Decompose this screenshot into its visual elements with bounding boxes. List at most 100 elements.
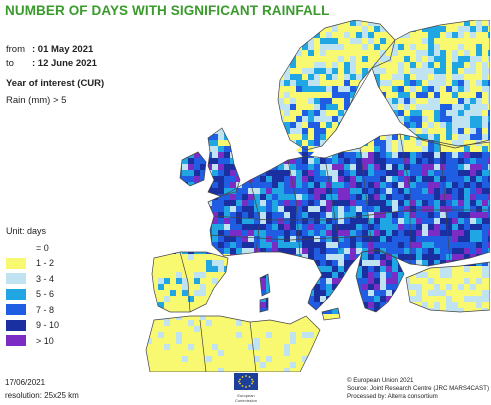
raster-cell (452, 146, 459, 153)
raster-cell (434, 284, 441, 291)
raster-cell (260, 362, 267, 369)
raster-cell (404, 194, 411, 201)
raster-cell (458, 32, 465, 39)
raster-cell (362, 50, 369, 57)
raster-cell (428, 224, 435, 231)
raster-cell (368, 200, 375, 207)
raster-cell (488, 110, 490, 117)
raster-cell (428, 170, 435, 177)
raster-cell (404, 158, 411, 165)
raster-cell (350, 86, 357, 93)
raster-cell (374, 164, 381, 171)
raster-cell (320, 236, 327, 243)
raster-cell (176, 278, 183, 285)
raster-cell (386, 266, 393, 273)
raster-cell (236, 230, 243, 237)
raster-cell (230, 164, 237, 171)
raster-cell (440, 206, 447, 213)
raster-cell (476, 68, 483, 75)
raster-cell (350, 68, 357, 75)
raster-cell (236, 188, 243, 195)
raster-cell (368, 164, 375, 171)
raster-cell (446, 176, 453, 183)
raster-cell (362, 206, 369, 213)
raster-cell (266, 338, 273, 345)
raster-cell (476, 104, 483, 111)
raster-cell (296, 362, 303, 369)
raster-cell (188, 356, 195, 363)
raster-cell (164, 266, 171, 273)
raster-cell (296, 62, 303, 69)
raster-cell (380, 272, 387, 279)
raster-cell (212, 356, 219, 363)
raster-cell (434, 62, 441, 69)
raster-cell (224, 242, 231, 249)
raster-cell (200, 170, 207, 177)
raster-cell (452, 296, 459, 303)
raster-cell (224, 230, 231, 237)
raster-cell (440, 128, 447, 135)
raster-cell (332, 80, 339, 87)
raster-cell (224, 350, 231, 357)
raster-cell (236, 344, 243, 351)
raster-cell (278, 362, 285, 369)
raster-cell (302, 50, 309, 57)
raster-cell (470, 248, 477, 255)
raster-cell (266, 182, 273, 189)
raster-cell (284, 368, 291, 372)
raster-cell (458, 50, 465, 57)
raster-cell (332, 74, 339, 81)
raster-cell (308, 188, 315, 195)
raster-cell (422, 110, 429, 117)
raster-cell (302, 116, 309, 123)
raster-cell (170, 290, 177, 297)
raster-cell (302, 164, 309, 171)
raster-cell (464, 80, 471, 87)
raster-cell (374, 38, 381, 45)
raster-cell (458, 128, 465, 135)
raster-cell (470, 110, 477, 117)
raster-cell (410, 92, 417, 99)
raster-cell (416, 164, 423, 171)
raster-cell (374, 284, 381, 291)
raster-cell (344, 236, 351, 243)
raster-cell (464, 266, 471, 273)
raster-cell (416, 284, 423, 291)
raster-cell (170, 338, 177, 345)
raster-cell (440, 212, 447, 219)
raster-cell (314, 116, 321, 123)
raster-cell (302, 98, 309, 105)
raster-cell (440, 254, 447, 261)
raster-cell (470, 68, 477, 75)
raster-cell (302, 62, 309, 69)
legend-label: > 10 (36, 335, 54, 346)
raster-cell (404, 152, 411, 159)
raster-cell (248, 194, 255, 201)
raster-cell (284, 80, 291, 87)
raster-cell (206, 200, 213, 207)
raster-cell (326, 194, 333, 201)
raster-cell (404, 50, 411, 57)
raster-cell (482, 140, 489, 147)
raster-cell (452, 302, 459, 309)
raster-cell (344, 206, 351, 213)
raster-cell (176, 260, 183, 267)
raster-cell (266, 242, 273, 249)
raster-cell (164, 284, 171, 291)
raster-cell (356, 194, 363, 201)
raster-cell (422, 206, 429, 213)
raster-cell (434, 290, 441, 297)
raster-cell (488, 140, 490, 147)
raster-cell (170, 362, 177, 369)
raster-cell (200, 158, 207, 165)
raster-cell (356, 218, 363, 225)
raster-cell (458, 278, 465, 285)
raster-cell (380, 302, 387, 309)
raster-cell (404, 146, 411, 153)
raster-cell (254, 230, 261, 237)
raster-cell (464, 68, 471, 75)
raster-cell (392, 206, 399, 213)
raster-cell (380, 188, 387, 195)
raster-cell (362, 20, 369, 27)
raster-cell (458, 188, 465, 195)
